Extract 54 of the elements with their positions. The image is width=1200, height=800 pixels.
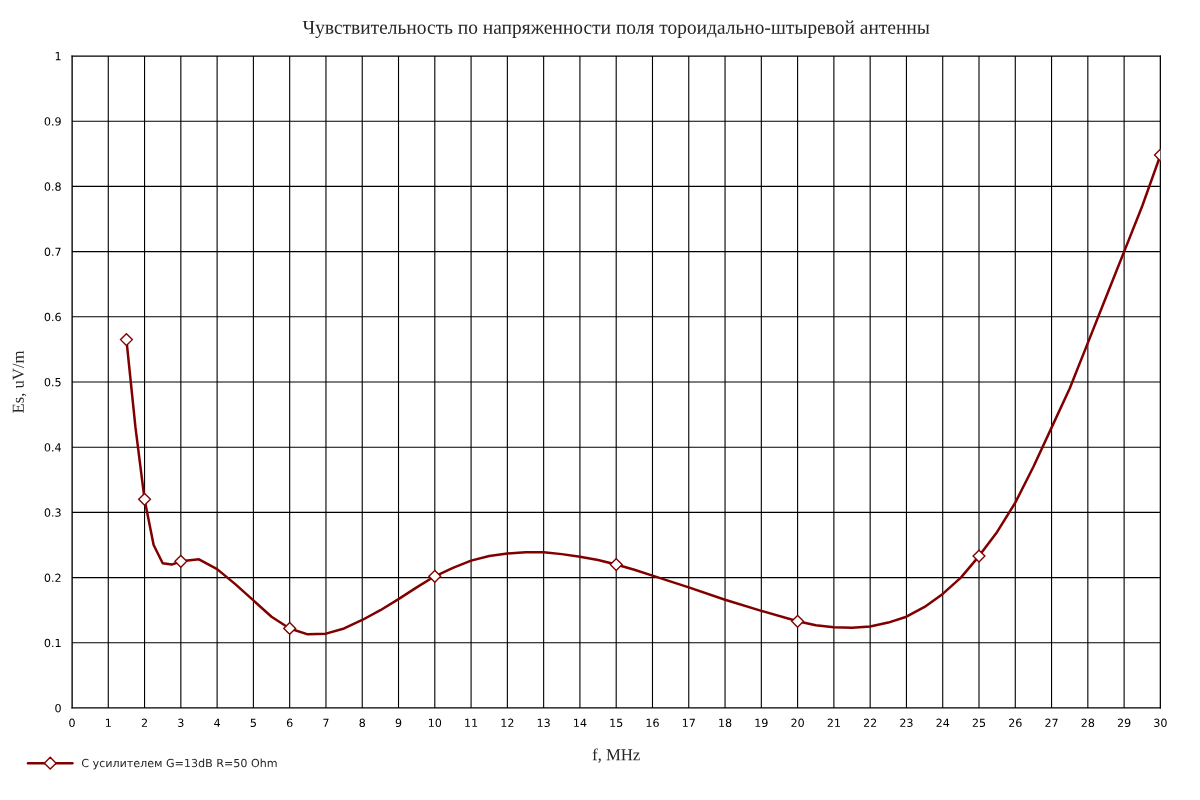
- point: [283, 621, 297, 636]
- legend-label: С усилителем G=13dB R=50 Ohm: [81, 758, 277, 770]
- y-tick-label: 0.5: [44, 377, 61, 387]
- x-tick-label: 0: [69, 718, 75, 728]
- x-tick-label: 21: [827, 718, 840, 727]
- x-tick-label: 17: [682, 718, 695, 727]
- y-tick-label: 0.4: [44, 443, 61, 452]
- x-tick-label: 11: [465, 718, 478, 727]
- x-tick-label: 9: [395, 718, 402, 728]
- point: [137, 492, 152, 506]
- x-tick-label: 8: [359, 718, 366, 728]
- x-tick-label: 19: [755, 718, 768, 728]
- x-tick-label: 10: [428, 718, 442, 728]
- x-tick-label: 6: [286, 718, 293, 728]
- x-tick-label: 16: [646, 718, 659, 728]
- point: [791, 614, 805, 628]
- x-tick-label: 12: [501, 718, 514, 727]
- y-tick-label: 1: [55, 52, 61, 61]
- point: [972, 549, 986, 563]
- x-tick-label: 1: [105, 718, 111, 727]
- x-tick-label: 29: [1117, 718, 1131, 728]
- point: [609, 557, 623, 572]
- y-tick-label: 0.7: [44, 247, 61, 256]
- point: [119, 333, 134, 347]
- x-tick-label: 22: [863, 718, 877, 727]
- point: [428, 569, 442, 583]
- x-tick-label: 2: [141, 718, 147, 727]
- x-tick-label: 5: [250, 718, 256, 728]
- x-tick-label: 15: [610, 718, 623, 728]
- x-tick-label: 4: [214, 718, 221, 727]
- x-tick-label: 20: [791, 718, 804, 728]
- x-tick-label: 23: [900, 718, 913, 728]
- x-tick-label: 24: [936, 718, 950, 727]
- y-tick-label: 0.3: [44, 508, 61, 517]
- y-tick-label: 0.8: [44, 182, 61, 191]
- x-tick-label: 3: [178, 718, 184, 728]
- x-tick-label: 14: [574, 718, 587, 727]
- x-tick-label: 18: [719, 718, 732, 728]
- x-axis-title: f, MHz: [592, 748, 640, 763]
- x-tick-label: 28: [1081, 718, 1095, 728]
- y-tick-label: 0.9: [44, 117, 61, 126]
- x-tick-label: 25: [972, 718, 986, 728]
- y-tick-label: 0.2: [44, 573, 61, 582]
- chart-title: Чувствительность по напряженности поля тороидально-штыревой антенны: [302, 20, 930, 38]
- x-tick-label: 13: [537, 718, 550, 728]
- point: [174, 554, 188, 568]
- x-tick-label: 27: [1045, 718, 1058, 727]
- x-tick-label: 7: [323, 718, 329, 727]
- y-tick-label: 0.6: [44, 312, 61, 322]
- x-tick-label: 26: [1009, 718, 1022, 728]
- y-tick-label: 0: [55, 703, 61, 713]
- y-axis-title: Es, uV/m: [12, 350, 27, 413]
- x-tick-label: 30: [1154, 718, 1167, 728]
- y-tick-label: 0.1: [44, 638, 61, 648]
